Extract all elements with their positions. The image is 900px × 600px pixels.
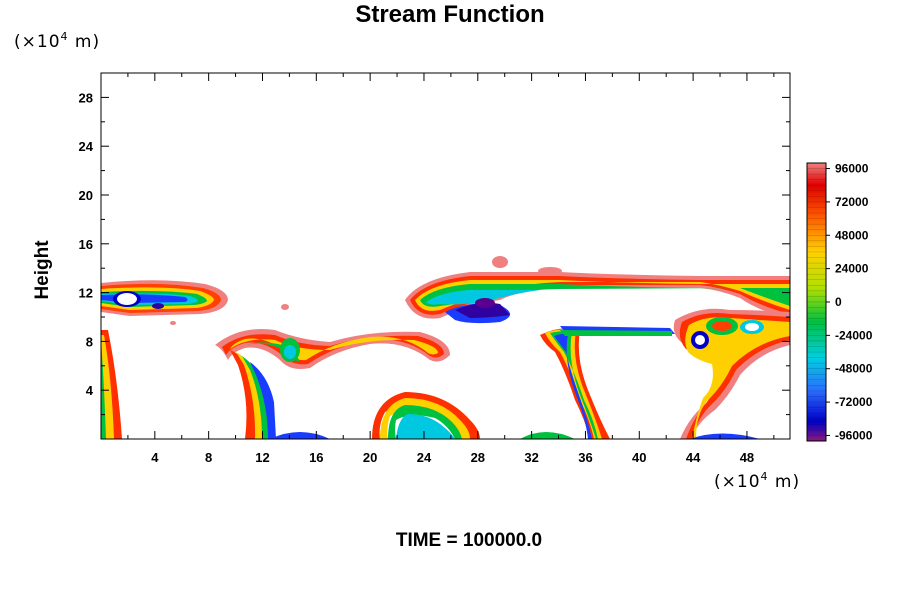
x-axis-unit: (×104 m) (714, 470, 801, 492)
colorbar-label: 48000 (835, 228, 869, 242)
y-tick-label: 12 (79, 286, 93, 301)
y-tick-label: 24 (79, 139, 94, 154)
colorbar-label: -96000 (835, 428, 873, 442)
colorbar-gradient (807, 163, 826, 441)
colorbar: 96000 72000 48000 24000 0 -24000 -48000 -72000 -… (806, 162, 873, 442)
chart-title: Stream Function (355, 1, 545, 28)
x-tick-label: 8 (205, 450, 212, 465)
contour-band (405, 256, 790, 324)
x-tick-label: 16 (309, 450, 323, 465)
y-tick-label: 28 (79, 90, 93, 105)
x-tick-label: 44 (686, 450, 701, 465)
contour-band (673, 308, 790, 439)
colorbar-label: 72000 (835, 195, 869, 209)
x-tick-label: 12 (255, 450, 269, 465)
colorbar-label: -48000 (835, 362, 873, 376)
y-tick-label: 8 (86, 334, 93, 349)
colorbar-label: 96000 (835, 162, 869, 176)
y-axis: 4 8 12 16 20 24 28 (79, 90, 790, 416)
colorbar-label: -24000 (835, 328, 873, 342)
plot-frame (100, 72, 791, 440)
contour-band (101, 280, 228, 316)
contour-band (101, 304, 760, 439)
y-tick-label: 16 (79, 237, 93, 252)
x-tick-label: 4 (151, 450, 159, 465)
y-tick-label: 4 (86, 383, 94, 398)
x-tick-label: 40 (632, 450, 646, 465)
y-tick-label: 20 (79, 188, 93, 203)
time-label: TIME = 100000.0 (395, 530, 543, 551)
x-tick-label: 48 (740, 450, 754, 465)
x-tick-label: 24 (417, 450, 432, 465)
x-tick-label: 36 (578, 450, 592, 465)
y-axis-unit: (×104 m) (14, 30, 101, 52)
x-tick-label: 20 (363, 450, 377, 465)
contour-band (215, 329, 450, 369)
x-axis: 4 8 12 16 20 24 28 32 36 40 44 48 (127, 73, 775, 465)
x-tick-label: 32 (524, 450, 538, 465)
colorbar-label: -72000 (835, 395, 873, 409)
stream-function-field (101, 256, 790, 439)
colorbar-label: 0 (835, 295, 842, 309)
colorbar-label: 24000 (835, 262, 869, 276)
x-tick-label: 28 (471, 450, 485, 465)
